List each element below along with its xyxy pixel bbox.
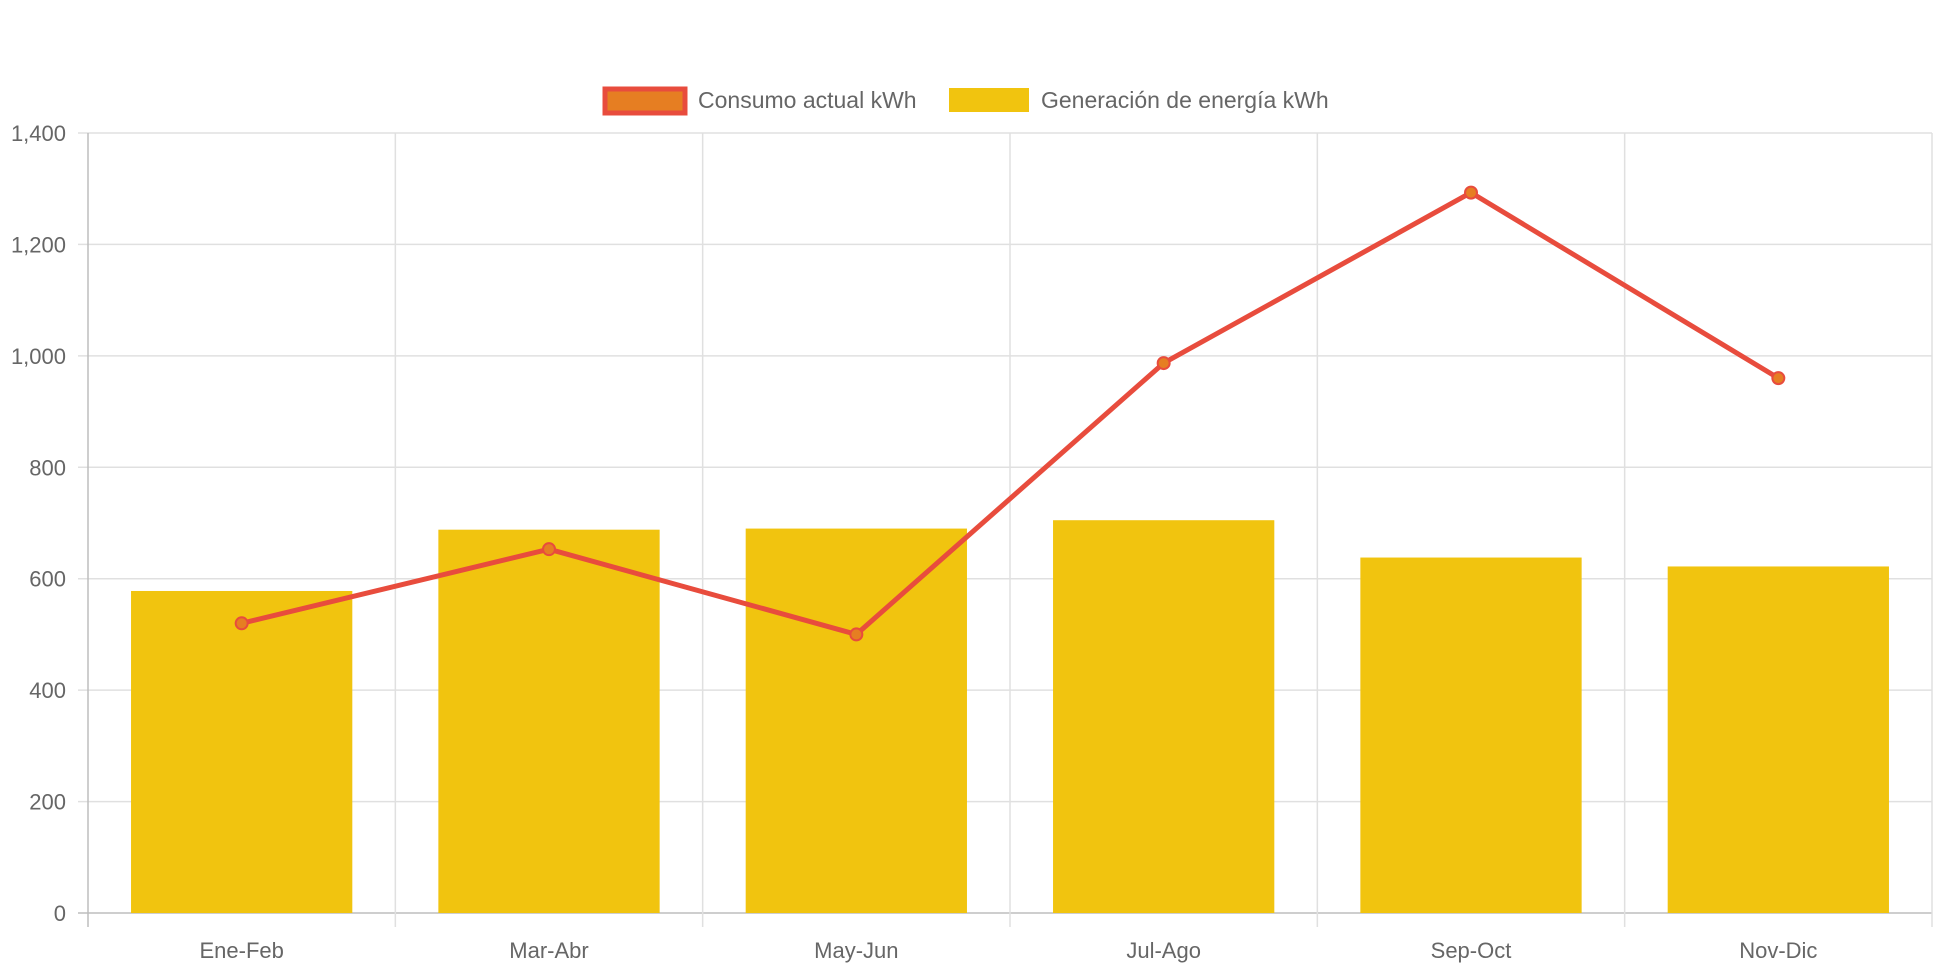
legend-label[interactable]: Generación de energía kWh — [1041, 87, 1329, 113]
line-point[interactable] — [234, 616, 249, 631]
x-tick-label: Ene-Feb — [199, 938, 283, 963]
line-point[interactable] — [1156, 356, 1171, 371]
bar[interactable] — [131, 590, 353, 913]
bar-series — [131, 520, 1889, 913]
y-tick-label: 600 — [29, 567, 66, 592]
bar[interactable] — [745, 528, 967, 913]
y-tick-label: 1,000 — [11, 344, 66, 369]
x-tick-label: Mar-Abr — [509, 938, 588, 963]
y-tick-label: 1,200 — [11, 232, 66, 257]
y-tick-label: 0 — [54, 901, 66, 926]
line-point[interactable] — [542, 542, 556, 557]
x-tick-label: May-Jun — [814, 938, 898, 963]
legend-swatch[interactable] — [602, 86, 688, 116]
y-tick-label: 1,400 — [11, 121, 66, 146]
bar[interactable] — [1053, 520, 1275, 913]
line-series — [234, 185, 1786, 642]
legend-label[interactable]: Consumo actual kWh — [698, 87, 917, 113]
line-point[interactable] — [1464, 185, 1478, 200]
y-tick-label: 400 — [29, 678, 66, 703]
axes: 0 200 400 600 800 1,000 1,200 1,400 Ene-Feb Mar-A… — [11, 121, 1818, 963]
series-line — [241, 190, 1780, 637]
bar[interactable] — [1360, 557, 1582, 913]
x-tick-label: Nov-Dic — [1739, 938, 1817, 963]
legend: Consumo actual kWh Generación de energía … — [602, 86, 1329, 116]
x-tick-label: Sep-Oct — [1431, 938, 1512, 963]
x-tick-label: Jul-Ago — [1126, 938, 1201, 963]
grid-lines — [78, 132, 1933, 927]
line-point[interactable] — [1771, 371, 1786, 386]
y-tick-label: 800 — [29, 455, 66, 480]
bar[interactable] — [1667, 566, 1889, 913]
y-tick-label: 200 — [29, 790, 66, 815]
line-point[interactable] — [849, 627, 864, 642]
bar[interactable] — [438, 529, 660, 913]
legend-swatch[interactable] — [949, 88, 1029, 112]
